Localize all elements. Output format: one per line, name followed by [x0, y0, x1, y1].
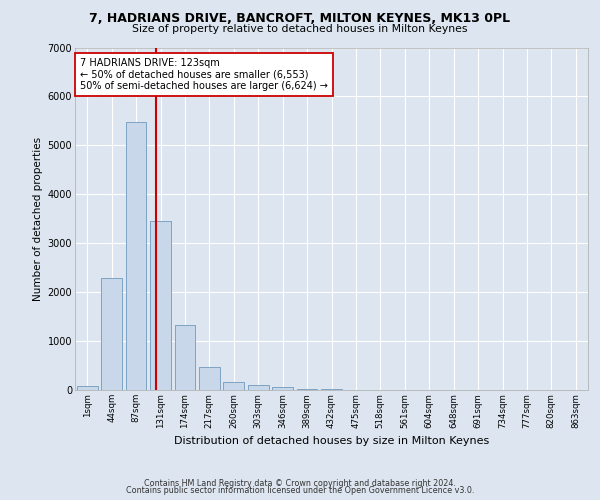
- Bar: [272, 388, 293, 390]
- Bar: [101, 278, 122, 390]
- X-axis label: Distribution of detached houses by size in Milton Keynes: Distribution of detached houses by size …: [174, 436, 489, 446]
- Text: Contains public sector information licensed under the Open Government Licence v3: Contains public sector information licen…: [126, 486, 474, 495]
- Text: 7 HADRIANS DRIVE: 123sqm
← 50% of detached houses are smaller (6,553)
50% of sem: 7 HADRIANS DRIVE: 123sqm ← 50% of detach…: [80, 58, 328, 91]
- Bar: [77, 386, 98, 390]
- Bar: [296, 388, 317, 390]
- Text: Contains HM Land Registry data © Crown copyright and database right 2024.: Contains HM Land Registry data © Crown c…: [144, 478, 456, 488]
- Bar: [248, 386, 269, 390]
- Bar: [199, 367, 220, 390]
- Bar: [223, 382, 244, 390]
- Y-axis label: Number of detached properties: Number of detached properties: [34, 136, 43, 301]
- Text: Size of property relative to detached houses in Milton Keynes: Size of property relative to detached ho…: [132, 24, 468, 34]
- Text: 7, HADRIANS DRIVE, BANCROFT, MILTON KEYNES, MK13 0PL: 7, HADRIANS DRIVE, BANCROFT, MILTON KEYN…: [89, 12, 511, 26]
- Bar: [125, 122, 146, 390]
- Bar: [175, 326, 196, 390]
- Bar: [150, 221, 171, 390]
